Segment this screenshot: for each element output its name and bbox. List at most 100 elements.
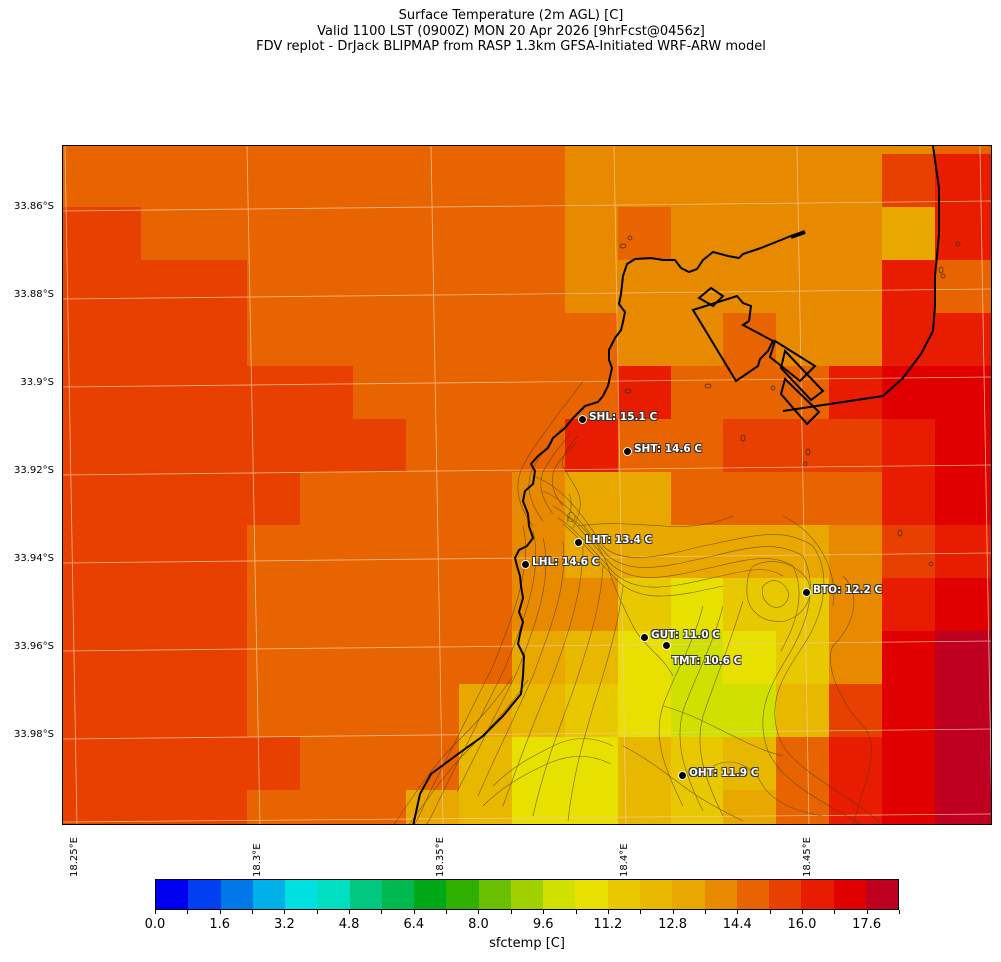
grid-cell	[723, 684, 776, 737]
station-dot-icon	[678, 771, 687, 780]
grid-cell	[723, 631, 776, 684]
grid-cell	[671, 207, 723, 260]
colorbar	[155, 879, 899, 910]
grid-cell	[882, 419, 935, 472]
colorbar-tick	[349, 910, 351, 914]
colorbar-segment	[188, 880, 221, 909]
small-islands	[619, 235, 961, 567]
grid-cell	[300, 472, 353, 525]
grid-cell	[671, 419, 723, 472]
station-label: GUT: 11.0 C	[651, 629, 720, 641]
grid-cell	[247, 790, 300, 824]
grid-cell	[565, 472, 618, 525]
grid-cell	[63, 146, 141, 154]
grid-cell	[300, 313, 353, 366]
grid-cell	[63, 578, 141, 631]
y-tick-label: 33.96°S	[14, 641, 54, 652]
grid-cell	[247, 207, 300, 260]
colorbar-segment	[478, 880, 511, 909]
grid-cell	[723, 154, 776, 207]
grid-cell	[194, 154, 247, 207]
grid-cell	[565, 790, 618, 824]
grid-cell	[141, 684, 194, 737]
grid-cell	[882, 737, 935, 790]
grid-cell	[935, 419, 991, 472]
station-label: TMT: 10.6 C	[672, 655, 742, 667]
grid-cell	[459, 207, 512, 260]
grid-cell	[618, 472, 671, 525]
grid-cell	[829, 366, 882, 419]
grid-cell	[829, 737, 882, 790]
grid-cell	[194, 260, 247, 313]
grid-cell	[829, 684, 882, 737]
grid-cell	[63, 154, 141, 207]
grid-cell	[829, 146, 882, 154]
grid-cell	[882, 260, 935, 313]
colorbar-segment	[672, 880, 705, 909]
grid-cell	[882, 146, 935, 154]
grid-cell	[247, 419, 300, 472]
y-tick-label: 33.86°S	[14, 201, 54, 212]
grid-cell	[776, 684, 829, 737]
grid-cell	[353, 154, 406, 207]
y-tick-label: 33.88°S	[14, 289, 54, 300]
grid-cell	[618, 684, 671, 737]
grid-cell	[512, 313, 565, 366]
colorbar-tick	[219, 910, 221, 914]
grid-cell	[141, 419, 194, 472]
grid-cell	[776, 472, 829, 525]
grid-cell	[141, 737, 194, 790]
grid-cell	[512, 631, 565, 684]
colorbar-tick-label: 14.4	[722, 917, 752, 932]
colorbar-segment	[252, 880, 286, 909]
grid-cell	[935, 631, 991, 684]
station-label: LHL: 14.6 C	[532, 556, 600, 568]
grid-cell	[194, 578, 247, 631]
grid-cell	[194, 525, 247, 578]
station-label: SHL: 15.1 C	[589, 411, 658, 423]
grid-cell	[63, 790, 141, 824]
colorbar-tick	[284, 910, 286, 914]
colorbar-tick	[446, 910, 448, 914]
grid-cell	[353, 260, 406, 313]
grid-cell	[671, 631, 723, 684]
grid-cell	[459, 525, 512, 578]
colorbar-tick-label: 12.8	[658, 917, 688, 932]
station-label: LHT: 13.4 C	[585, 534, 653, 546]
grid-cell	[406, 146, 459, 154]
grid-cell	[512, 146, 565, 154]
grid-cell	[882, 684, 935, 737]
grid-cell	[194, 146, 247, 154]
grid-cell	[353, 737, 406, 790]
x-tick-label: 18.45°E	[802, 837, 813, 877]
grid-cell	[459, 313, 512, 366]
colorbar-tick	[866, 910, 868, 914]
colorbar-segment	[414, 880, 447, 909]
grid-cell	[829, 790, 882, 824]
colorbar-tick	[672, 910, 674, 914]
grid-cell	[935, 578, 991, 631]
grid-cell	[723, 419, 776, 472]
grid-cell	[671, 313, 723, 366]
station-dot-icon	[640, 633, 649, 642]
grid-cell	[671, 472, 723, 525]
x-tick-label: 18.4°E	[619, 843, 630, 877]
grid-cell	[723, 260, 776, 313]
grid-cell	[882, 313, 935, 366]
grid-cell	[776, 790, 829, 824]
grid-cell	[406, 419, 459, 472]
colorbar-tick-label: 17.6	[852, 917, 882, 932]
colorbar-tick	[607, 910, 609, 914]
grid-cell	[565, 154, 618, 207]
grid-cell	[141, 313, 194, 366]
colorbar-tick	[640, 910, 642, 914]
colorbar-tick-label: 9.6	[532, 917, 554, 932]
grid-cell	[829, 260, 882, 313]
colorbar-segment	[833, 880, 866, 909]
grid-cell	[406, 366, 459, 419]
colorbar-tick	[478, 910, 480, 914]
chart-title: Surface Temperature (2m AGL) [C] Valid 1…	[0, 8, 1001, 55]
grid-cell	[776, 260, 829, 313]
grid-cell	[723, 737, 776, 790]
title-line-1: Surface Temperature (2m AGL) [C]	[398, 8, 624, 23]
